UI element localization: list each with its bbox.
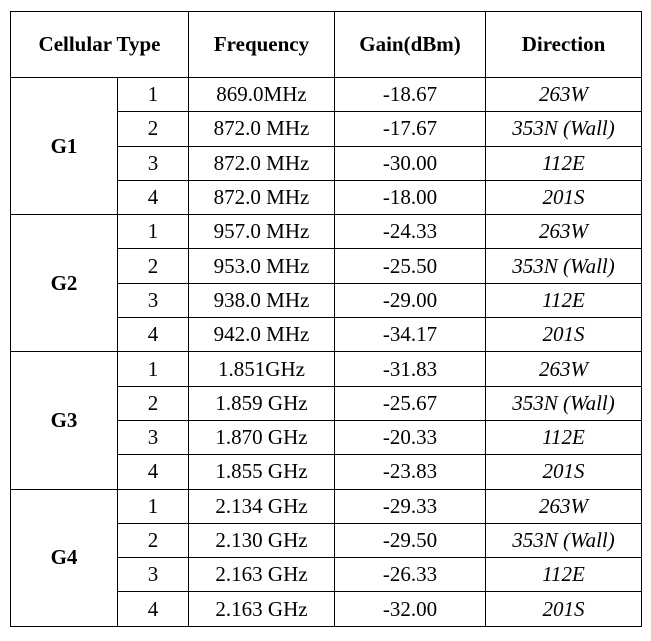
gain-cell: -32.00 [334,591,486,627]
direction-cell: 353N (Wall) [485,248,642,284]
table-row: 4 942.0 MHz -34.17 201S [11,317,642,353]
frequency-cell: 2.163 GHz [188,591,335,627]
header-cellular-type: Cellular Type [10,11,189,78]
frequency-cell: 2.134 GHz [188,488,335,524]
direction-cell: 201S [485,317,642,353]
row-index-cell: 2 [117,111,189,147]
row-index-cell: 1 [117,351,189,387]
row-index-cell: 4 [117,317,189,353]
row-index-cell: 1 [117,76,189,113]
cellular-measurements-table: Cellular Type Frequency Gain(dBm) Direct… [10,11,642,627]
frequency-cell: 872.0 MHz [188,145,335,181]
frequency-cell: 2.163 GHz [188,557,335,593]
frequency-cell: 2.130 GHz [188,522,335,559]
gain-cell: -30.00 [334,145,486,181]
row-index-cell: 3 [117,419,189,456]
header-row: Cellular Type Frequency Gain(dBm) Direct… [10,11,642,78]
direction-cell: 201S [485,591,642,627]
table-row: G4 1 2.134 GHz -29.33 263W [10,488,642,627]
table-row: 3 872.0 MHz -30.00 112E [11,145,642,181]
table-row: 4 1.855 GHz -23.83 201S [11,454,642,490]
direction-cell: 112E [485,145,642,181]
gain-cell: -18.00 [334,179,486,216]
table-row: 3 2.163 GHz -26.33 112E [11,557,642,593]
frequency-cell: 957.0 MHz [188,214,335,250]
gain-cell: -25.50 [334,248,486,284]
row-index-cell: 2 [117,248,189,284]
direction-cell: 201S [485,179,642,216]
group-label: G1 [10,76,118,216]
direction-cell: 263W [485,351,642,387]
row-index-cell: 2 [117,385,189,421]
gain-cell: -29.33 [334,488,486,524]
table-row: 3 938.0 MHz -29.00 112E [11,282,642,319]
direction-cell: 112E [485,282,642,319]
table-row: G2 1 957.0 MHz -24.33 263W [10,214,642,353]
direction-cell: 263W [485,76,642,113]
table-row: 2 953.0 MHz -25.50 353N (Wall) [11,248,642,284]
direction-cell: 353N (Wall) [485,385,642,421]
frequency-cell: 953.0 MHz [188,248,335,284]
row-index-cell: 4 [117,179,189,216]
row-index-cell: 3 [117,557,189,593]
gain-cell: -18.67 [334,76,486,113]
table-row: 4 2.163 GHz -32.00 201S [11,591,642,627]
row-index-cell: 4 [117,591,189,627]
group-label: G4 [10,488,118,627]
header-frequency: Frequency [188,11,335,78]
direction-cell: 263W [485,488,642,524]
gain-cell: -26.33 [334,557,486,593]
frequency-cell: 1.855 GHz [188,454,335,490]
group-label: G2 [10,214,118,353]
header-direction: Direction [485,11,642,78]
row-index-cell: 4 [117,454,189,490]
frequency-cell: 869.0MHz [188,76,335,113]
gain-cell: -23.83 [334,454,486,490]
gain-cell: -17.67 [334,111,486,147]
header-gain: Gain(dBm) [334,11,486,78]
direction-cell: 263W [485,214,642,250]
gain-cell: -29.00 [334,282,486,319]
table-row: G3 1 1.851GHz -31.83 263W [10,351,642,490]
frequency-cell: 938.0 MHz [188,282,335,319]
table-row: 4 872.0 MHz -18.00 201S [11,179,642,216]
row-index-cell: 1 [117,488,189,524]
gain-cell: -25.67 [334,385,486,421]
gain-cell: -20.33 [334,419,486,456]
direction-cell: 353N (Wall) [485,111,642,147]
frequency-cell: 1.870 GHz [188,419,335,456]
direction-cell: 112E [485,557,642,593]
row-index-cell: 3 [117,282,189,319]
gain-cell: -34.17 [334,317,486,353]
frequency-cell: 872.0 MHz [188,111,335,147]
row-index-cell: 1 [117,214,189,250]
direction-cell: 112E [485,419,642,456]
gain-cell: -29.50 [334,522,486,559]
gain-cell: -31.83 [334,351,486,387]
table-row: 2 1.859 GHz -25.67 353N (Wall) [11,385,642,421]
row-index-cell: 3 [117,145,189,181]
frequency-cell: 1.859 GHz [188,385,335,421]
gain-cell: -24.33 [334,214,486,250]
table-row: G1 1 869.0MHz -18.67 263W [10,76,642,216]
frequency-cell: 1.851GHz [188,351,335,387]
direction-cell: 201S [485,454,642,490]
row-index-cell: 2 [117,522,189,559]
table-row: 3 1.870 GHz -20.33 112E [11,419,642,456]
frequency-cell: 872.0 MHz [188,179,335,216]
group-label: G3 [10,351,118,490]
frequency-cell: 942.0 MHz [188,317,335,353]
direction-cell: 353N (Wall) [485,522,642,559]
